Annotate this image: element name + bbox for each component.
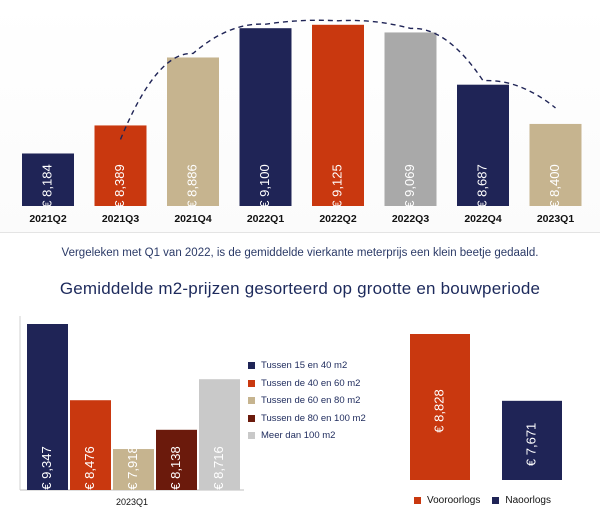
category-label-2022Q3: 2022Q3 <box>392 213 430 225</box>
legend-swatch <box>248 362 255 370</box>
category-label-2022Q4: 2022Q4 <box>464 213 502 225</box>
legend-label: Meer dan 100 m2 <box>261 430 336 442</box>
size-legend-item-1: Tussen 15 en 40 m2 <box>248 357 366 375</box>
legend-swatch <box>248 397 255 405</box>
summary-text: Vergeleken met Q1 van 2022, is de gemidd… <box>61 247 539 259</box>
value-label-2021Q4: € 8,886 <box>184 164 199 207</box>
period-legend: Vooroorlogs Naoorlogs <box>414 492 563 510</box>
size-bar-1 <box>27 324 68 490</box>
category-label-2022Q1: 2022Q1 <box>247 213 285 225</box>
legend-swatch <box>492 497 500 505</box>
period-value-label-vooroorlogs: € 8,828 <box>431 389 446 432</box>
value-label-2021Q2: € 8,184 <box>39 164 54 207</box>
legend-swatch <box>248 379 255 387</box>
value-label-2023Q1: € 8,400 <box>547 164 562 207</box>
size-bar-5 <box>199 379 240 490</box>
size-bar-2 <box>70 400 111 490</box>
value-label-2021Q3: € 8,389 <box>112 164 127 207</box>
size-bar-3 <box>113 449 154 490</box>
section-title: Gemiddelde m2-prijzen gesorteerd op groo… <box>59 279 541 298</box>
size-legend-item-4: Tussen de 80 en 100 m2 <box>248 410 366 428</box>
legend-swatch <box>248 414 255 422</box>
size-legend-item-2: Tussen de 40 en 60 m2 <box>248 375 366 393</box>
period-legend-item-vooroorlogs: Vooroorlogs <box>414 492 480 510</box>
bar-2021Q4 <box>167 57 219 207</box>
legend-swatch <box>248 432 255 440</box>
bar-2021Q2 <box>22 153 74 206</box>
legend-label: Vooroorlogs <box>427 495 481 507</box>
size-legend: Tussen 15 en 40 m2 Tussen de 40 en 60 m2 T… <box>248 357 366 445</box>
bar-2022Q3 <box>384 32 437 206</box>
size-value-label-3: € 7,918 <box>125 446 140 489</box>
legend-label: Naoorlogs <box>505 495 551 507</box>
legend-label: Tussen 15 en 40 m2 <box>261 360 348 372</box>
value-label-2022Q1: € 9,100 <box>257 164 272 207</box>
size-legend-item-5: Meer dan 100 m2 <box>248 427 366 445</box>
category-label-2021Q2: 2021Q2 <box>29 213 67 225</box>
size-value-label-5: € 8,716 <box>211 446 226 489</box>
quarterly-price-chart: € 8,184 2021Q2 € 8,389 2021Q3 € 8,886 2021Q4 €… <box>22 19 582 225</box>
trendline <box>119 19 556 140</box>
legend-label: Tussen de 80 en 100 m2 <box>261 412 366 424</box>
category-label-2023Q1: 2023Q1 <box>537 213 575 225</box>
period-value-label-naoorlogs: € 7,671 <box>523 423 538 466</box>
bar-2022Q2 <box>312 24 364 207</box>
bar-2023Q1 <box>529 123 582 206</box>
value-label-2022Q4: € 8,687 <box>474 164 489 207</box>
category-label-2021Q3: 2021Q3 <box>102 213 140 225</box>
legend-label: Tussen de 40 en 60 m2 <box>261 377 361 389</box>
size-category-label: 2023Q1 <box>116 497 148 507</box>
legend-swatch <box>414 497 421 505</box>
size-legend-item-3: Tussen de 60 en 80 m2 <box>248 392 366 410</box>
size-bar-4 <box>156 429 197 490</box>
period-bar-vooroorlogs <box>410 334 470 480</box>
value-label-2022Q3: € 9,069 <box>402 164 417 207</box>
size-value-label-1: € 9,347 <box>39 446 54 489</box>
legend-label: Tussen de 60 en 80 m2 <box>261 395 361 407</box>
bar-2022Q1 <box>239 28 292 206</box>
value-label-2022Q2: € 9,125 <box>329 164 344 207</box>
category-label-2021Q4: 2021Q4 <box>174 213 212 225</box>
bar-2022Q4 <box>457 84 509 206</box>
period-bar-naoorlogs <box>502 400 562 480</box>
size-value-label-2: € 8,476 <box>82 446 97 489</box>
period-legend-item-naoorlogs: Naoorlogs <box>492 492 551 510</box>
size-value-label-4: € 8,138 <box>168 446 183 489</box>
category-label-2022Q2: 2022Q2 <box>319 213 357 225</box>
